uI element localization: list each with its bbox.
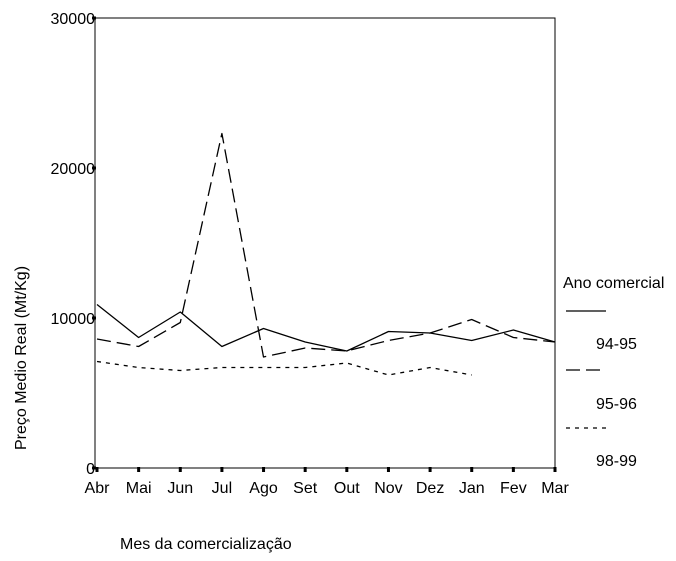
y-tick-label: 30000 bbox=[51, 11, 96, 28]
x-tick-label: Jul bbox=[212, 480, 232, 497]
x-tick-label: Out bbox=[334, 480, 360, 497]
y-tick-label: 20000 bbox=[51, 161, 96, 178]
plot-frame bbox=[94, 17, 556, 469]
y-tick-label: 10000 bbox=[51, 311, 96, 328]
x-tick-label: Abr bbox=[85, 480, 111, 497]
series-lines bbox=[96, 132, 556, 376]
x-tick-label: Mar bbox=[541, 480, 569, 497]
x-tick-label: Nov bbox=[374, 480, 402, 497]
series-line-94-95 bbox=[96, 303, 556, 352]
y-axis-ticks: 0 10000 20000 30000 bbox=[51, 11, 96, 478]
legend-label-98-99: 98-99 bbox=[596, 453, 637, 470]
y-tick-label: 0 bbox=[86, 461, 95, 478]
legend-label-95-96: 95-96 bbox=[596, 396, 637, 413]
x-tick-label: Mai bbox=[126, 480, 152, 497]
x-axis-title: Mes da comercialização bbox=[120, 536, 292, 553]
x-tick-label: Dez bbox=[416, 480, 444, 497]
legend-title: Ano comercial bbox=[563, 275, 664, 292]
x-axis-ticks: Abr Mai Jun Jul Ago Set Out Nov Dez Jan Fev Mar bbox=[85, 467, 569, 497]
series-line-98-99 bbox=[96, 360, 472, 376]
x-tick-label: Jan bbox=[459, 480, 485, 497]
legend: Ano comercial 94-95 95-96 98-99 bbox=[563, 275, 664, 470]
series-line-95-96 bbox=[96, 132, 556, 358]
x-tick-label: Ago bbox=[249, 480, 278, 497]
x-tick-label: Fev bbox=[500, 480, 527, 497]
x-tick-label: Jun bbox=[167, 480, 193, 497]
x-tick-label: Set bbox=[293, 480, 318, 497]
legend-label-94-95: 94-95 bbox=[596, 336, 637, 353]
y-axis-title: Preço Medio Real (Mt/Kg) bbox=[13, 266, 30, 450]
